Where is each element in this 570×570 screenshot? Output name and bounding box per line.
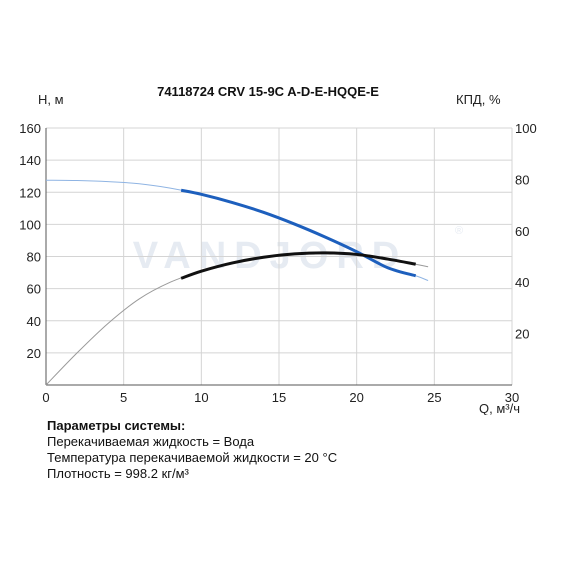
system-parameters: Параметры системы: Перекачиваемая жидкос…	[47, 418, 337, 482]
tick-labels: 0 5 10 15 20 25 30 20 40 60 80 100 120 140 160 20 40 60 80…	[19, 121, 536, 405]
y-tick-label: 40	[27, 314, 41, 329]
y2-tick-label: 100	[515, 121, 537, 136]
x-tick-label: 15	[272, 390, 286, 405]
y-tick-label: 60	[27, 282, 41, 297]
y2-tick-label: 40	[515, 275, 529, 290]
x-tick-label: 5	[120, 390, 127, 405]
y2-tick-label: 80	[515, 172, 529, 187]
params-fluid: Перекачиваемая жидкость = Вода	[47, 434, 255, 449]
y-tick-label: 100	[19, 217, 41, 232]
y-tick-label: 160	[19, 121, 41, 136]
params-temperature: Температура перекачиваемой жидкости = 20…	[47, 450, 338, 465]
axes	[45, 128, 512, 386]
x-tick-label: 20	[349, 390, 363, 405]
x-axis-label: Q, м³/ч	[479, 401, 520, 415]
x-tick-label: 10	[194, 390, 208, 405]
efficiency-curve-operating-range	[180, 251, 416, 280]
y-tick-label: 80	[27, 250, 41, 265]
y-tick-label: 140	[19, 153, 41, 168]
params-heading: Параметры системы:	[47, 418, 186, 433]
head-curve-operating-range	[180, 188, 417, 278]
x-tick-label: 30	[505, 390, 519, 405]
pump-curve-chart: VANDJORD ® 0 5 10 15 20 25 3020406080100120140…	[19, 84, 536, 415]
x-tick-label: 25	[427, 390, 441, 405]
y2-tick-label: 60	[515, 224, 529, 239]
y-tick-label: 20	[27, 346, 41, 361]
curves	[45, 179, 429, 386]
y-tick-label: 120	[19, 185, 41, 200]
left-axis-label: H, м	[38, 92, 64, 107]
right-axis-label: КПД, %	[456, 92, 501, 107]
params-density: Плотность = 998.2 кг/м³	[47, 466, 189, 481]
chart-title: 74118724 CRV 15-9C A-D-E-HQQE-E	[157, 84, 379, 99]
watermark-registered-mark: ®	[455, 225, 463, 237]
y2-tick-label: 20	[515, 327, 529, 342]
x-tick-label: 0	[42, 390, 49, 405]
